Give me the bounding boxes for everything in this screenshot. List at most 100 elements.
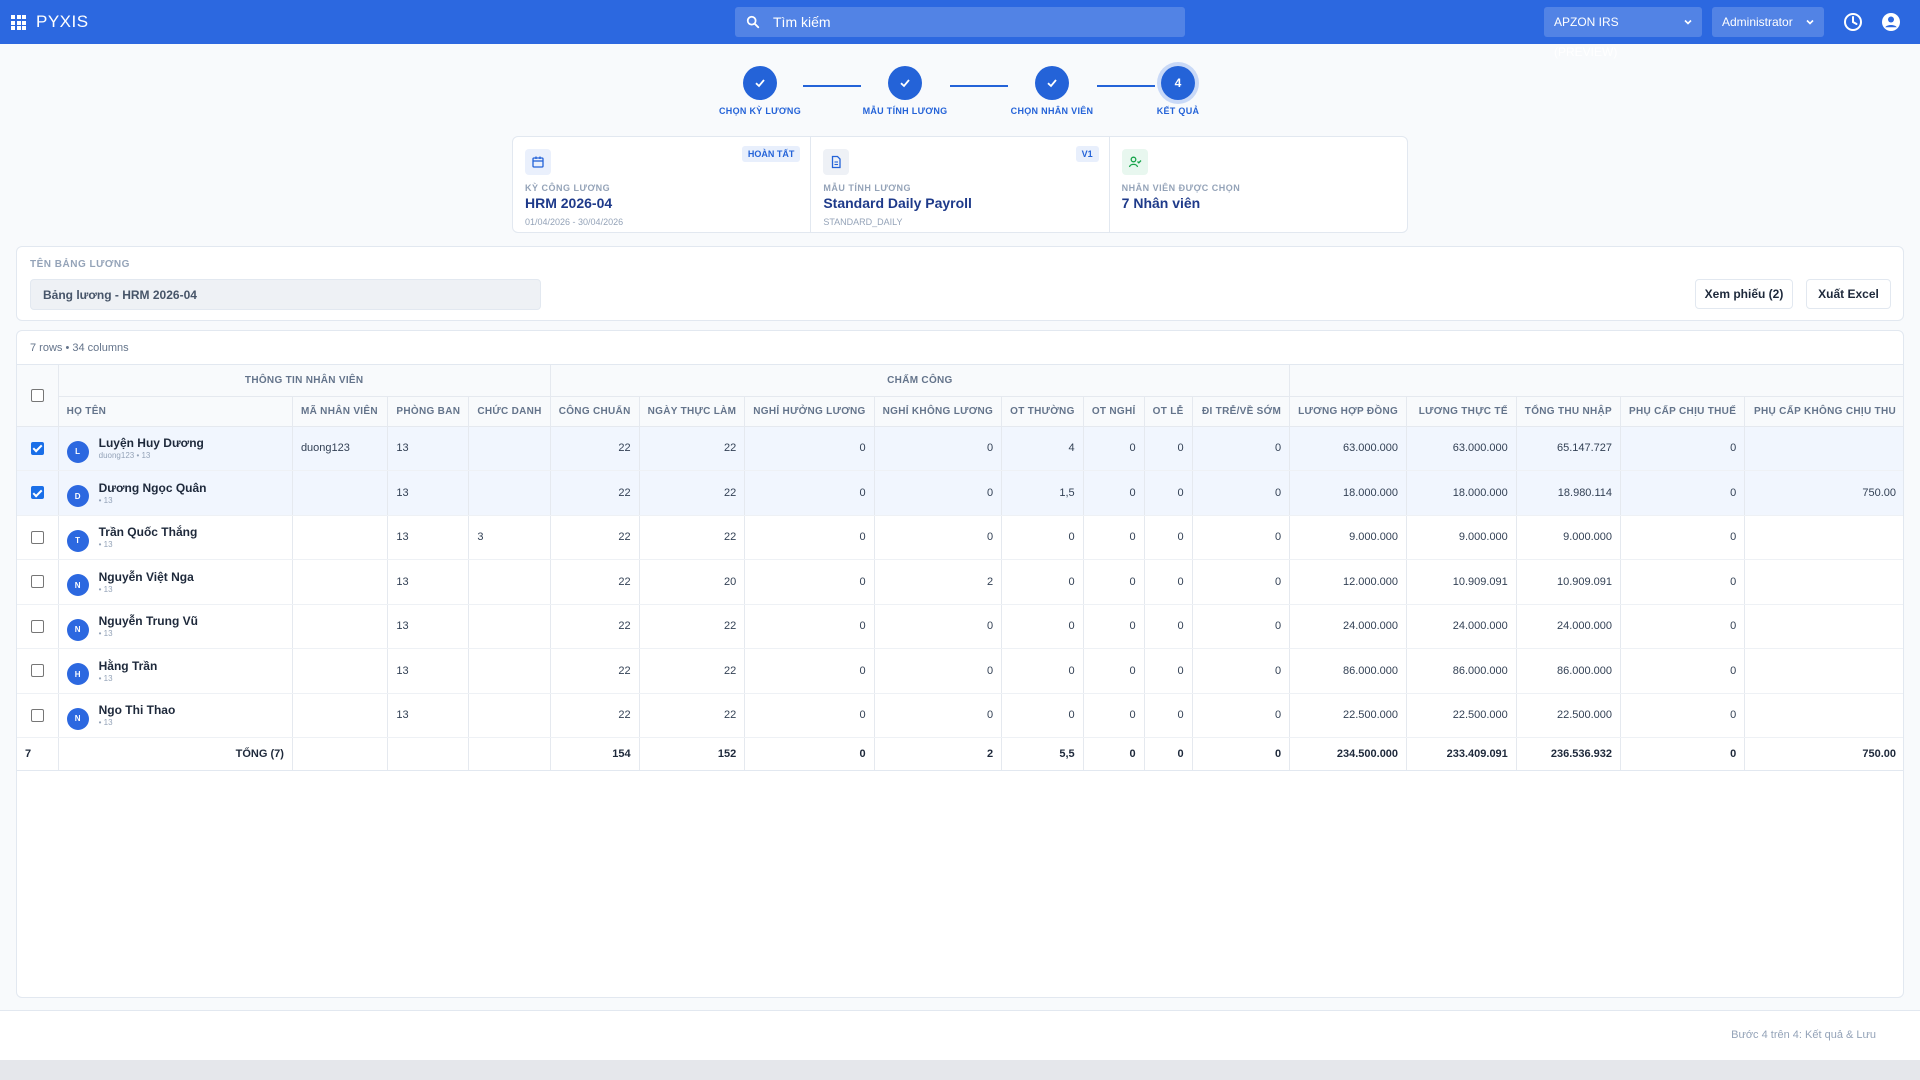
view-payslips-button[interactable]: Xem phiếu (2) [1695,279,1793,309]
summary-cards: HOÀN TẤT KỲ CÔNG LƯƠNG HRM 2026-04 01/04… [512,136,1408,233]
cell-std: 22 [550,693,640,738]
total-ot-holiday: 0 [1144,737,1193,771]
summary-key: KỲ CÔNG LƯƠNG [525,183,611,193]
employee-cell: H Hằng Trần • 13 [58,648,293,694]
row-checkbox[interactable] [30,708,44,722]
step-result[interactable]: 4 KẾT QUẢ [1123,66,1233,116]
row-checkbox[interactable] [30,619,44,633]
summary-value: Standard Daily Payroll [823,195,972,211]
table-row[interactable]: N Ngo Thi Thao • 13 13 22 22 0 0 0 0 0 0 22.500.000 2… [17,693,1903,738]
cell-ot-normal: 4 [1001,426,1084,471]
cell-std: 22 [550,426,640,471]
user-select[interactable]: Administrator [1712,7,1824,37]
col-total-income[interactable]: TỔNG THU NHẬP [1516,396,1622,427]
payroll-name-input[interactable] [30,279,541,310]
total-late: 0 [1192,737,1291,771]
tenant-select[interactable]: APZON IRS (PREVIEW) [1544,7,1702,59]
col-contract-salary[interactable]: LƯƠNG HỢP ĐỒNG [1289,396,1408,427]
col-code[interactable]: MÃ NHÂN VIÊN [292,396,389,427]
total-actual-salary: 233.409.091 [1406,737,1517,771]
step-number: 4 [1161,66,1195,100]
col-ot-normal[interactable]: OT THƯỜNG [1001,396,1084,427]
total-taxable-allowance: 0 [1620,737,1746,771]
summary-key: MẪU TÍNH LƯƠNG [823,183,911,193]
cell-ot-normal: 0 [1001,559,1084,605]
col-title[interactable]: CHỨC DANH [468,396,551,427]
select-all-checkbox[interactable] [30,388,44,402]
cell-title [468,693,551,738]
col-ot-holiday[interactable]: OT LỄ [1144,396,1193,427]
cell-ot-holiday: 0 [1144,693,1193,738]
cell-nontax-allowance [1744,426,1903,471]
cell-ot-holiday: 0 [1144,426,1193,471]
total-empty [292,737,389,771]
col-unpaid-leave[interactable]: NGHỈ KHÔNG LƯƠNG [874,396,1003,427]
apps-grid-icon[interactable] [11,15,27,30]
cell-nontax-allowance [1744,648,1903,694]
cell-std: 22 [550,515,640,560]
table-row[interactable]: D Dương Ngọc Quân • 13 13 22 22 0 0 1,5 0 0 0 18.000… [17,470,1903,516]
row-checkbox[interactable] [30,530,44,544]
employee-cell: T Trần Quốc Thắng • 13 [58,515,293,560]
search-placeholder[interactable]: Tìm kiếm [773,14,831,30]
table-scroll-area[interactable]: THÔNG TIN NHÂN VIÊN CHẤM CÔNG HỌ TÊN MÃ … [17,364,1903,784]
table-row[interactable]: N Nguyễn Việt Nga • 13 13 22 20 0 2 0 0 0 0 12.000.0… [17,559,1903,605]
history-clock-icon[interactable] [1843,12,1863,32]
step-label: CHỌN KỲ LƯƠNG [718,106,802,116]
summary-sub: 01/04/2026 - 30/04/2026 [525,217,624,227]
col-taxable-allowance[interactable]: PHỤ CẤP CHỊU THUẾ [1620,396,1746,427]
cell-ot-normal: 0 [1001,648,1084,694]
cell-dept: 13 [387,648,470,694]
cell-ot-off: 0 [1083,604,1145,649]
cell-unpaid-leave: 0 [874,470,1003,516]
cell-nontax-allowance [1744,515,1903,560]
col-name[interactable]: HỌ TÊN [58,396,293,427]
check-icon [1047,79,1057,88]
cell-contract-salary: 12.000.000 [1289,559,1408,605]
cell-ot-normal: 1,5 [1001,470,1084,516]
export-excel-button[interactable]: Xuất Excel [1806,279,1891,309]
col-late[interactable]: ĐI TRỄ/VỀ SỚM [1192,396,1291,427]
total-label: TỔNG (7) [58,737,293,771]
cell-dept: 13 [387,515,470,560]
version-badge: V1 [1075,146,1099,162]
employee-sub: • 13 [98,673,113,683]
cell-contract-salary: 22.500.000 [1289,693,1408,738]
app-brand[interactable]: PYXIS [36,12,89,31]
cell-nontax-allowance: 750.00 [1744,470,1903,516]
cell-actual: 22 [639,470,746,516]
step-connector [803,85,861,87]
col-actual[interactable]: NGÀY THỰC LÀM [639,396,746,427]
cell-title [468,559,551,605]
col-actual-salary[interactable]: LƯƠNG THỰC TẾ [1406,396,1517,427]
col-std[interactable]: CÔNG CHUẨN [550,396,640,427]
employee-name: Ngo Thi Thao [98,703,176,718]
col-ot-off[interactable]: OT NGHỈ [1083,396,1145,427]
row-checkbox[interactable] [30,575,44,589]
account-circle-icon[interactable] [1881,12,1901,32]
row-checkbox[interactable] [30,486,44,500]
row-checkbox[interactable] [30,441,44,455]
col-nontax-allowance[interactable]: PHỤ CẤP KHÔNG CHỊU THU [1744,396,1903,427]
search-box[interactable]: Tìm kiếm [735,7,1185,37]
step-select-employees[interactable]: CHỌN NHÂN VIÊN [997,66,1107,116]
col-dept[interactable]: PHÒNG BAN [387,396,470,427]
cell-std: 22 [550,470,640,516]
total-count: 7 [17,737,59,771]
tenant-label: APZON IRS (PREVIEW) [1554,15,1619,59]
step-payroll-template[interactable]: MẪU TÍNH LƯƠNG [850,66,960,116]
row-checkbox[interactable] [30,664,44,678]
table-row[interactable]: T Trần Quốc Thắng • 13 13 3 22 22 0 0 0 0 0 0 9.000.0… [17,515,1903,560]
total-empty [387,737,470,771]
cell-title [468,426,551,471]
table-row[interactable]: N Nguyễn Trung Vũ • 13 13 22 22 0 0 0 0 0 0 24.000.0… [17,604,1903,649]
step-select-period[interactable]: CHỌN KỲ LƯƠNG [705,66,815,116]
row-select-cell [17,559,59,605]
table-row[interactable]: H Hằng Trần • 13 13 22 22 0 0 0 0 0 0 86.000.000 86.0… [17,648,1903,694]
total-actual: 152 [639,737,746,771]
table-row[interactable]: L Luyện Huy Dương duong123 • 13 duong123 13 2… [17,426,1903,471]
cell-late: 0 [1192,515,1291,560]
employee-cell: N Ngo Thi Thao • 13 [58,693,293,738]
row-select-cell [17,648,59,694]
col-paid-leave[interactable]: NGHỈ HƯỞNG LƯƠNG [744,396,875,427]
